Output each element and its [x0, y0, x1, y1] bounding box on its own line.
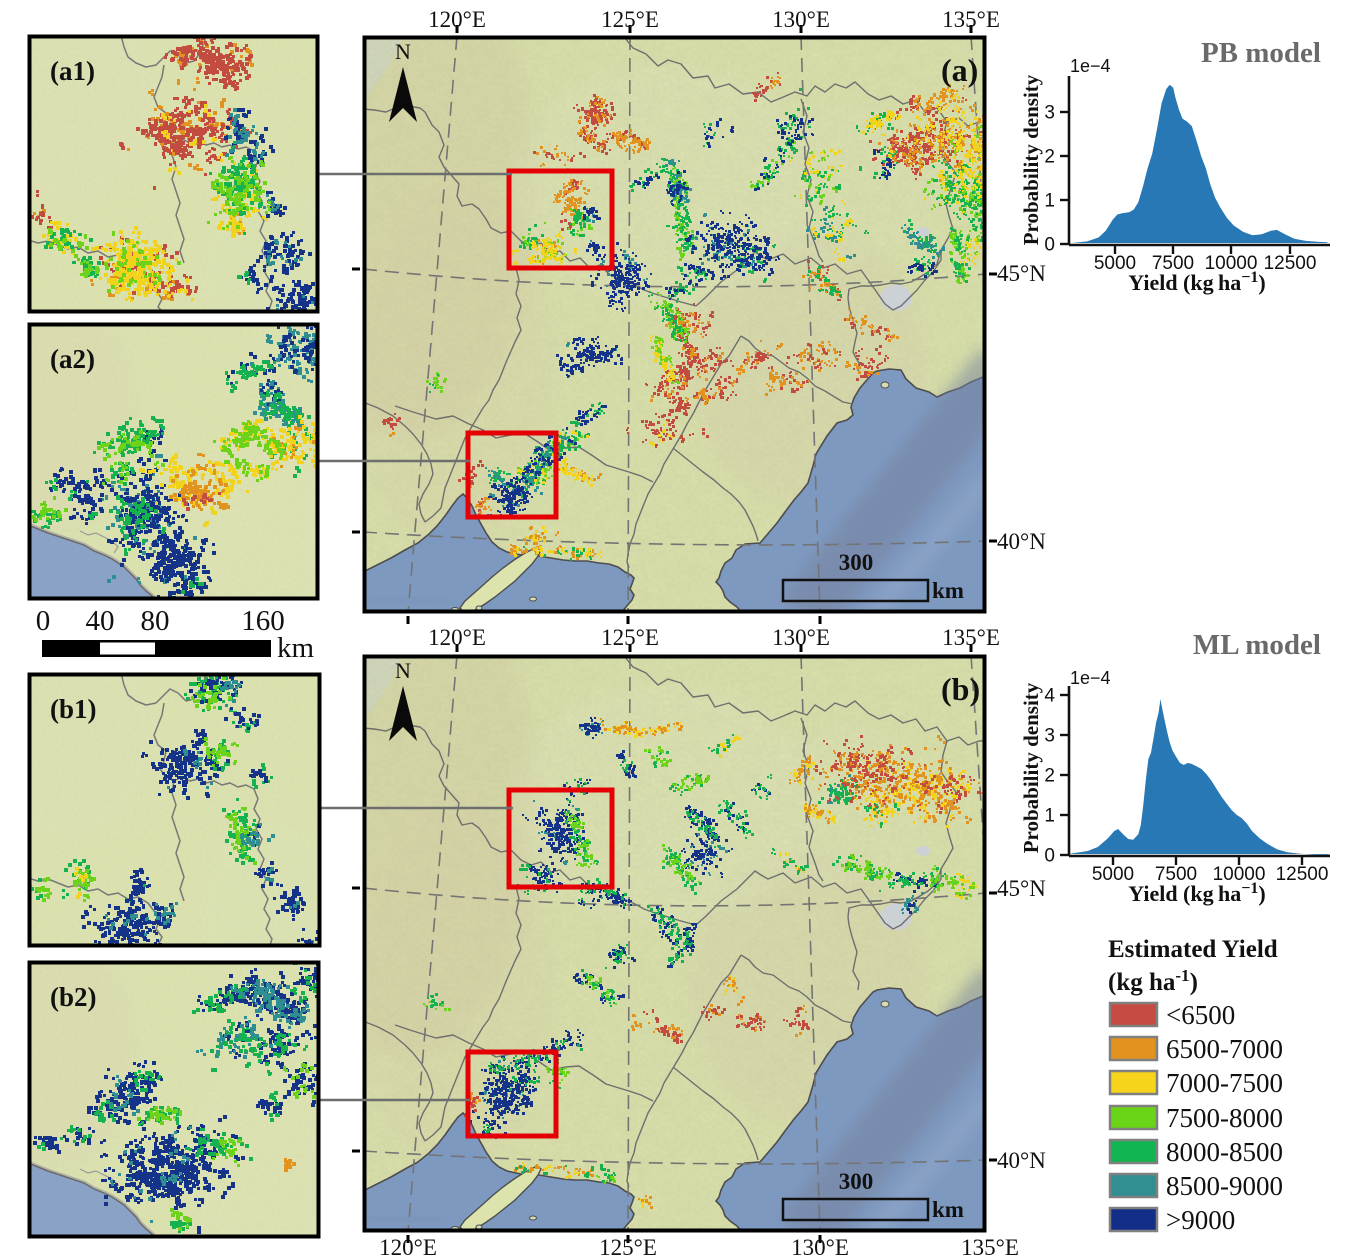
- svg-text:ML model: ML model: [1193, 629, 1321, 661]
- svg-text:125°E: 125°E: [601, 625, 659, 650]
- svg-text:80: 80: [141, 605, 170, 637]
- svg-text:7500-8000: 7500-8000: [1166, 1103, 1283, 1133]
- svg-text:120°E: 120°E: [379, 1235, 437, 1257]
- svg-text:4: 4: [1044, 686, 1055, 707]
- svg-text:12500: 12500: [1276, 864, 1329, 885]
- svg-text:Estimated Yield: Estimated Yield: [1108, 936, 1278, 963]
- svg-text:120°E: 120°E: [428, 625, 486, 650]
- svg-text:Probability density: Probability density: [1019, 682, 1043, 853]
- svg-text:km: km: [277, 632, 315, 664]
- svg-text:7000-7500: 7000-7500: [1166, 1068, 1283, 1098]
- svg-text:300: 300: [839, 1169, 874, 1194]
- svg-text:(b): (b): [941, 671, 980, 707]
- svg-text:N: N: [395, 658, 411, 683]
- svg-text:Probability density: Probability density: [1019, 74, 1043, 245]
- svg-text:125°E: 125°E: [599, 1235, 657, 1257]
- svg-text:40°N: 40°N: [997, 529, 1046, 554]
- svg-text:45°N: 45°N: [997, 876, 1046, 901]
- svg-text:125°E: 125°E: [601, 7, 659, 32]
- svg-text:130°E: 130°E: [791, 1235, 849, 1257]
- svg-text:(a2): (a2): [50, 344, 95, 374]
- svg-text:12500: 12500: [1264, 253, 1317, 274]
- svg-text:(a): (a): [941, 52, 978, 88]
- svg-text:130°E: 130°E: [772, 7, 830, 32]
- svg-text:8000-8500: 8000-8500: [1166, 1137, 1283, 1167]
- svg-text:1e−4: 1e−4: [1070, 56, 1111, 76]
- svg-text:km: km: [932, 578, 964, 603]
- svg-text:10000: 10000: [1213, 864, 1266, 885]
- svg-text:5000: 5000: [1092, 864, 1134, 885]
- svg-text:5000: 5000: [1094, 253, 1136, 274]
- svg-text:45°N: 45°N: [997, 261, 1046, 286]
- svg-text:N: N: [395, 39, 411, 64]
- svg-text:>9000: >9000: [1166, 1205, 1235, 1235]
- svg-text:135°E: 135°E: [942, 625, 1000, 650]
- svg-text:7500: 7500: [1152, 253, 1194, 274]
- svg-text:10000: 10000: [1205, 253, 1258, 274]
- svg-text:<6500: <6500: [1166, 1000, 1235, 1030]
- svg-text:135°E: 135°E: [942, 7, 1000, 32]
- svg-text:2: 2: [1044, 766, 1055, 787]
- svg-text:1e−4: 1e−4: [1070, 668, 1111, 688]
- svg-text:120°E: 120°E: [428, 7, 486, 32]
- svg-text:km: km: [932, 1197, 964, 1222]
- svg-text:0: 0: [1044, 235, 1055, 256]
- svg-text:40°N: 40°N: [997, 1148, 1046, 1173]
- svg-text:(a1): (a1): [50, 56, 95, 86]
- svg-text:135°E: 135°E: [961, 1235, 1019, 1257]
- svg-text:Yield (kg ha−1): Yield (kg ha−1): [1128, 269, 1265, 296]
- svg-text:(kg ha-1): (kg ha-1): [1108, 966, 1198, 997]
- svg-text:2: 2: [1044, 147, 1055, 168]
- svg-text:3: 3: [1044, 103, 1055, 124]
- svg-text:160: 160: [241, 605, 285, 637]
- svg-text:1: 1: [1044, 191, 1055, 212]
- svg-text:0: 0: [1044, 846, 1055, 867]
- svg-text:1: 1: [1044, 806, 1055, 827]
- svg-text:PB model: PB model: [1201, 37, 1321, 69]
- svg-text:0: 0: [36, 605, 51, 637]
- svg-text:3: 3: [1044, 726, 1055, 747]
- svg-text:Yield (kg ha−1): Yield (kg ha−1): [1128, 880, 1265, 907]
- svg-text:300: 300: [839, 550, 874, 575]
- svg-text:40: 40: [86, 605, 115, 637]
- svg-text:6500-7000: 6500-7000: [1166, 1034, 1283, 1064]
- svg-text:8500-9000: 8500-9000: [1166, 1171, 1283, 1201]
- svg-text:(b2): (b2): [50, 982, 97, 1012]
- svg-text:7500: 7500: [1155, 864, 1197, 885]
- svg-text:(b1): (b1): [50, 694, 97, 724]
- svg-text:130°E: 130°E: [772, 625, 830, 650]
